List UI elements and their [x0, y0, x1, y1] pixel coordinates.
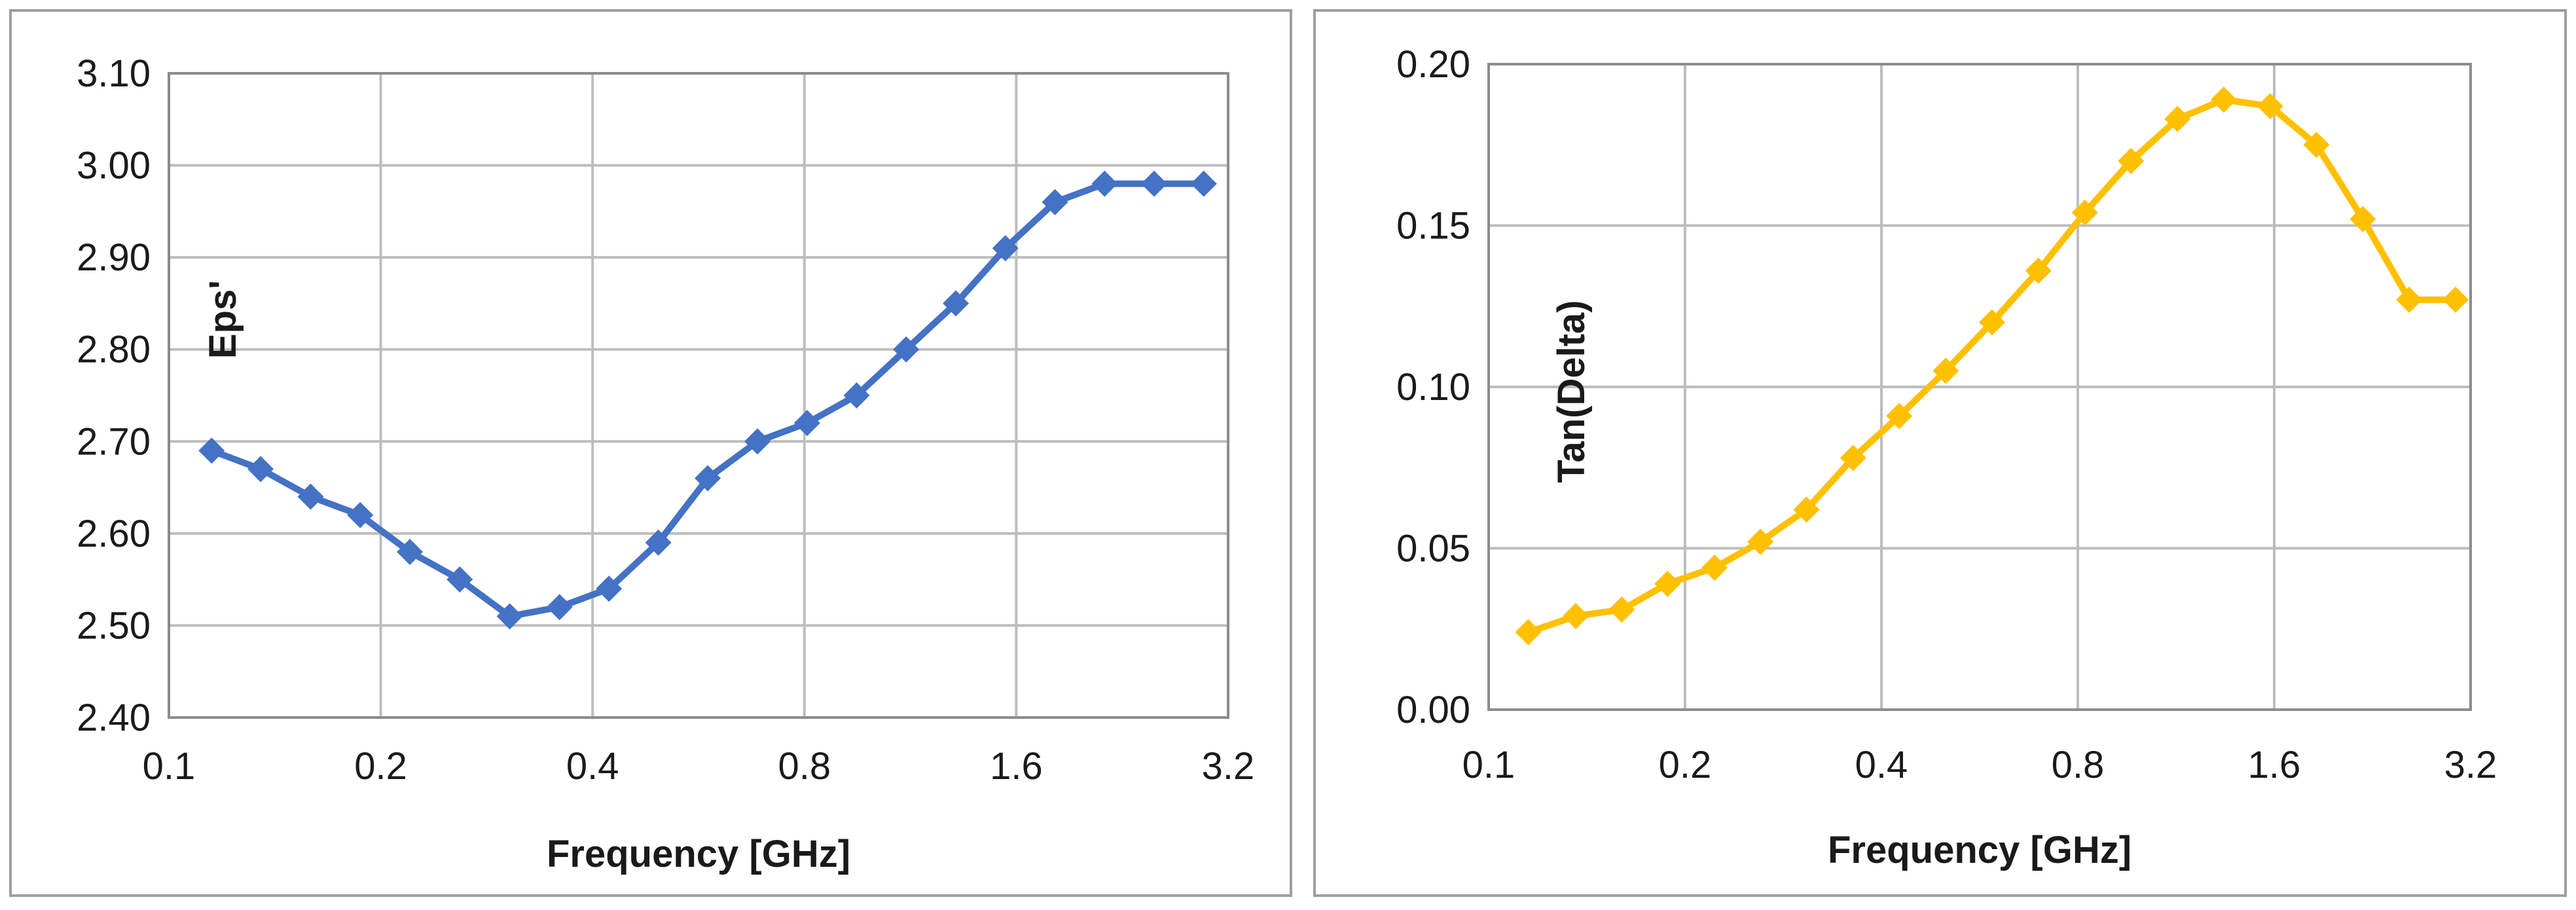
- x-axis-title: Frequency [GHz]: [547, 833, 850, 875]
- x-axis-title: Frequency [GHz]: [1828, 829, 2132, 871]
- y-tick-label: 0.05: [1396, 528, 1470, 570]
- y-tick-label: 0.15: [1396, 205, 1470, 247]
- data-point: [2118, 147, 2145, 174]
- eps-chart-panel: 0.1 0.2 0.4 0.8 1.6 3.2 2.40 2.50 2.60 2.70 2.80 2.…: [9, 9, 1292, 897]
- data-point: [198, 437, 225, 464]
- y-tick-label: 0.00: [1396, 689, 1470, 731]
- x-tick-label: 3.2: [2444, 744, 2497, 786]
- y-tick-label: 0.20: [1396, 43, 1470, 86]
- data-point: [1978, 309, 2005, 336]
- data-point: [347, 501, 374, 528]
- data-point: [1654, 570, 1681, 597]
- data-point: [1701, 555, 1728, 581]
- x-tick-label: 1.6: [990, 745, 1043, 788]
- data-point: [1747, 528, 1774, 555]
- data-point: [2396, 286, 2423, 313]
- y-axis-title: Tan(Delta): [1550, 300, 1593, 482]
- data-point: [546, 594, 573, 621]
- y-tick-label: 2.40: [77, 697, 151, 739]
- tan-delta-chart: 0.1 0.2 0.4 0.8 1.6 3.2 0.00 0.05 0.10 0.15 0.20 Fr…: [1396, 43, 2497, 871]
- x-tick-label: 0.2: [1659, 744, 1712, 786]
- data-point: [1190, 170, 1217, 197]
- data-point: [2071, 199, 2098, 226]
- data-point: [1932, 357, 1959, 384]
- data-point: [1608, 596, 1635, 623]
- data-point: [2025, 257, 2052, 284]
- eps-chart: 0.1 0.2 0.4 0.8 1.6 3.2 2.40 2.50 2.60 2.70 2.80 2.…: [77, 52, 1255, 875]
- data-point: [2303, 132, 2330, 158]
- data-point: [596, 575, 623, 602]
- data-point: [2210, 86, 2237, 113]
- data-point: [397, 538, 424, 565]
- plot-area: [168, 72, 1229, 719]
- x-tick-label: 0.8: [778, 745, 831, 788]
- data-point: [496, 603, 523, 630]
- x-tick-label: 0.8: [2052, 744, 2105, 786]
- data-point: [1793, 496, 1820, 523]
- data-point: [843, 382, 870, 409]
- y-tick-label: 3.00: [77, 145, 151, 187]
- tan-delta-chart-panel: 0.1 0.2 0.4 0.8 1.6 3.2 0.00 0.05 0.10 0.15 0.20 Fr…: [1313, 9, 2567, 897]
- x-tick-label: 0.4: [566, 745, 619, 788]
- data-point: [943, 290, 970, 317]
- x-tick-label: 0.2: [354, 745, 407, 788]
- y-tick-label: 2.70: [77, 420, 151, 463]
- data-point: [1140, 170, 1167, 197]
- data-point: [2257, 93, 2283, 120]
- y-tick-label: 2.90: [77, 236, 151, 279]
- data-point: [297, 483, 324, 510]
- data-point: [1042, 189, 1068, 215]
- y-tick-label: 0.10: [1396, 366, 1470, 409]
- data-point: [2164, 105, 2191, 132]
- data-point: [1563, 603, 1589, 630]
- series-line: [1525, 96, 2459, 636]
- y-tick-label: 3.10: [77, 52, 151, 95]
- data-point: [1091, 170, 1118, 197]
- data-point: [2349, 206, 2376, 232]
- y-axis-title: Eps': [202, 280, 244, 359]
- data-point: [446, 566, 473, 593]
- y-tick-label: 2.60: [77, 513, 151, 555]
- data-point: [1515, 619, 1542, 646]
- y-tick-label: 2.50: [77, 604, 151, 647]
- y-tick-label: 2.80: [77, 329, 151, 371]
- x-tick-label: 1.6: [2248, 744, 2301, 786]
- data-point: [645, 529, 672, 556]
- x-tick-label: 0.1: [143, 745, 196, 788]
- data-point: [1840, 445, 1866, 471]
- data-point: [695, 465, 721, 492]
- x-tick-label: 0.4: [1855, 744, 1908, 786]
- data-point: [992, 235, 1019, 262]
- data-point: [793, 410, 820, 437]
- data-point: [893, 336, 920, 363]
- data-point: [1886, 403, 1913, 429]
- data-point: [247, 456, 274, 482]
- x-tick-label: 3.2: [1202, 745, 1255, 788]
- data-point: [744, 428, 771, 455]
- plot-area: [1487, 63, 2472, 711]
- x-tick-label: 0.1: [1462, 744, 1515, 786]
- data-point: [2442, 286, 2469, 313]
- series-line: [208, 180, 1207, 620]
